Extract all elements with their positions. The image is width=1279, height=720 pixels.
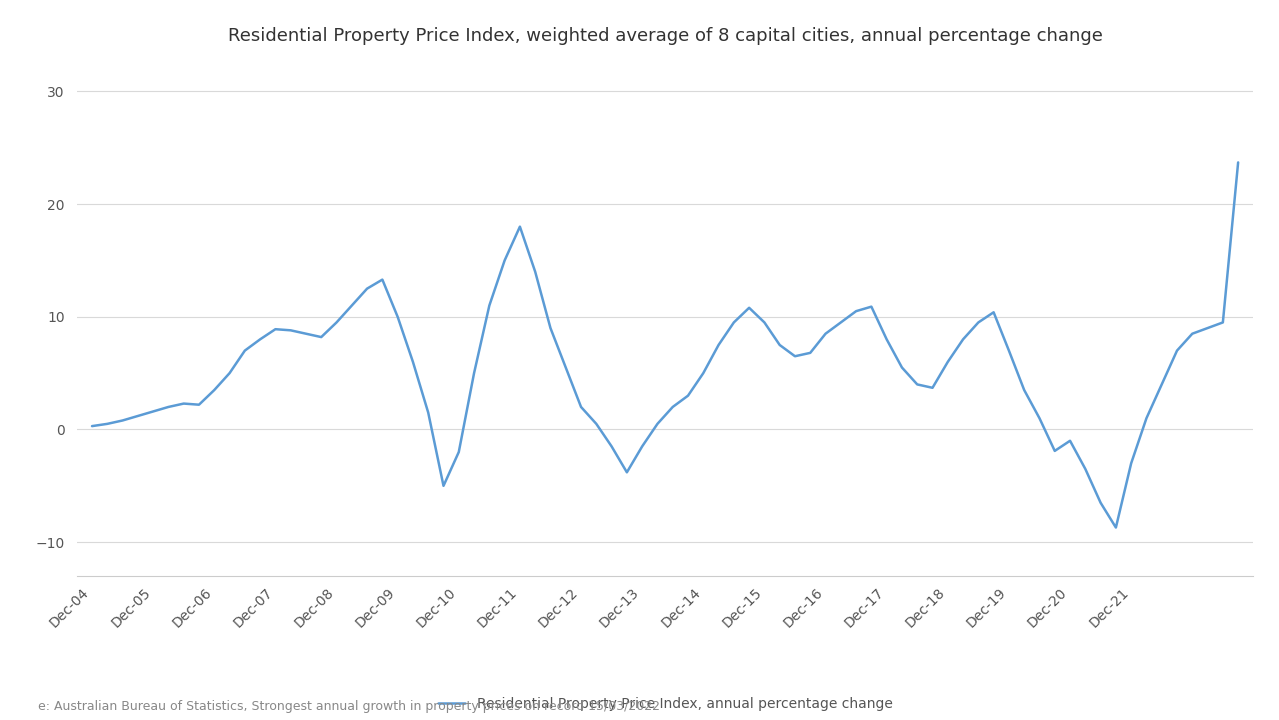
Title: Residential Property Price Index, weighted average of 8 capital cities, annual p: Residential Property Price Index, weight… [228, 27, 1102, 45]
Residential Property Price Index, annual percentage change [84, 422, 100, 431]
Residential Property Price Index, annual percentage change [1001, 346, 1017, 355]
Legend: Residential Property Price Index, annual percentage change: Residential Property Price Index, annual… [437, 697, 893, 711]
Line: Residential Property Price Index, annual percentage change: Residential Property Price Index, annual… [92, 163, 1238, 528]
Residential Property Price Index, annual percentage change [680, 392, 696, 400]
Text: e: Australian Bureau of Statistics, Strongest annual growth in property prices o: e: Australian Bureau of Statistics, Stro… [38, 700, 660, 713]
Residential Property Price Index, annual percentage change [1108, 523, 1123, 532]
Residential Property Price Index, annual percentage change [848, 307, 863, 315]
Residential Property Price Index, annual percentage change [192, 400, 207, 409]
Residential Property Price Index, annual percentage change [482, 301, 498, 310]
Residential Property Price Index, annual percentage change [1230, 158, 1246, 167]
Residential Property Price Index, annual percentage change [817, 329, 833, 338]
